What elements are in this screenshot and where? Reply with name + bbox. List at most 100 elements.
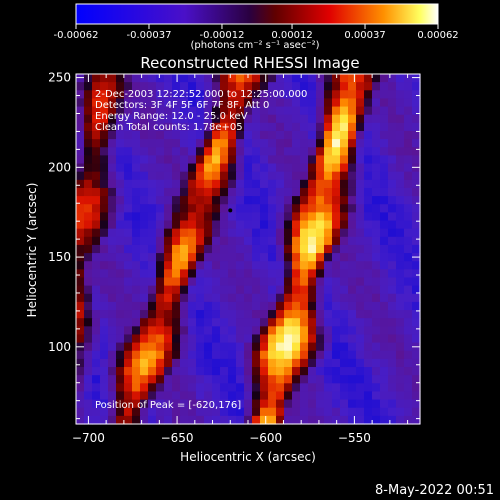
heatmap-cell: [268, 90, 277, 100]
heatmap-cell: [204, 285, 213, 295]
heatmap-cell: [132, 212, 141, 222]
heatmap-cell: [84, 367, 93, 376]
heatmap-cell: [172, 415, 181, 425]
heatmap-cell: [204, 326, 213, 336]
heatmap-cell: [284, 155, 293, 165]
heatmap-cell: [108, 318, 117, 327]
heatmap-cell: [284, 334, 293, 344]
heatmap-cell: [364, 106, 373, 116]
heatmap-cell: [196, 383, 205, 393]
heatmap-cell: [76, 244, 85, 254]
heatmap-cell: [316, 383, 325, 393]
heatmap-cell: [92, 350, 101, 360]
heatmap-cell: [316, 220, 325, 230]
heatmap-cell: [204, 98, 213, 108]
heatmap-cell: [388, 399, 397, 409]
heatmap-cell: [204, 130, 213, 140]
heatmap-cell: [212, 106, 221, 116]
heatmap-cell: [156, 187, 165, 197]
heatmap-cell: [116, 130, 125, 140]
heatmap-cell: [204, 310, 213, 319]
heatmap-cell: [212, 228, 221, 238]
heatmap-cell: [76, 82, 85, 91]
heatmap-cell: [300, 277, 309, 287]
heatmap-cell: [108, 399, 117, 409]
heatmap-cell: [348, 82, 357, 91]
heatmap-cell: [316, 326, 325, 336]
heatmap-cell: [348, 415, 357, 425]
heatmap-cell: [268, 196, 277, 205]
heatmap-cell: [300, 301, 309, 311]
heatmap-cell: [308, 407, 317, 417]
heatmap-cell: [124, 106, 133, 116]
heatmap-cell: [156, 326, 165, 336]
heatmap-cell: [236, 342, 245, 352]
heatmap-cell: [156, 212, 165, 222]
heatmap-cell: [388, 285, 397, 295]
heatmap-cell: [92, 301, 101, 311]
heatmap-cell: [92, 74, 101, 83]
heatmap-cell: [140, 293, 149, 303]
heatmap-cell: [76, 106, 85, 116]
heatmap-cell: [332, 407, 341, 417]
heatmap-cell: [308, 399, 317, 409]
heatmap-cell: [108, 293, 117, 303]
heatmap-cell: [324, 261, 333, 270]
heatmap-cell: [116, 407, 125, 417]
heatmap-cell: [156, 244, 165, 254]
heatmap-cell: [180, 98, 189, 108]
heatmap-cell: [404, 114, 413, 124]
heatmap-cell: [84, 293, 93, 303]
heatmap-cell: [372, 383, 381, 393]
heatmap-cell: [276, 244, 285, 254]
heatmap-cell: [84, 310, 93, 319]
heatmap-cell: [396, 310, 405, 319]
heatmap-cell: [212, 130, 221, 140]
heatmap-cell: [268, 204, 277, 213]
heatmap-cell: [260, 204, 269, 213]
heatmap-cell: [84, 334, 93, 344]
heatmap-cell: [116, 179, 125, 189]
heatmap-cell: [332, 358, 341, 368]
heatmap-cell: [348, 261, 357, 270]
heatmap-cell: [276, 342, 285, 352]
heatmap-cell: [124, 253, 133, 262]
heatmap-cell: [292, 187, 301, 197]
heatmap-cell: [180, 212, 189, 222]
heatmap-cell: [308, 187, 317, 197]
heatmap-cell: [276, 163, 285, 173]
heatmap-cell: [268, 220, 277, 230]
heatmap-cell: [108, 98, 117, 108]
heatmap-cell: [276, 179, 285, 189]
heatmap-cell: [316, 163, 325, 173]
heatmap-cell: [108, 74, 117, 83]
heatmap-cell: [308, 236, 317, 246]
heatmap-cell: [92, 399, 101, 409]
heatmap-cell: [340, 391, 349, 401]
heatmap-cell: [308, 334, 317, 344]
heatmap-cell: [404, 407, 413, 417]
heatmap-cell: [84, 196, 93, 205]
heatmap-cell: [228, 310, 237, 319]
heatmap-cell: [332, 253, 341, 262]
heatmap-cell: [204, 204, 213, 213]
heatmap-cell: [316, 244, 325, 254]
heatmap-cell: [396, 187, 405, 197]
heatmap-cell: [228, 358, 237, 368]
heatmap-cell: [324, 350, 333, 360]
heatmap-cell: [292, 301, 301, 311]
heatmap-cell: [172, 236, 181, 246]
heatmap-cell: [396, 130, 405, 140]
heatmap-cell: [204, 375, 213, 384]
heatmap-cell: [308, 244, 317, 254]
heatmap-cell: [324, 74, 333, 83]
heatmap-cell: [204, 391, 213, 401]
heatmap-cell: [124, 139, 133, 148]
heatmap-cell: [140, 358, 149, 368]
heatmap-cell: [388, 415, 397, 425]
colorbar-unit-label: (photons cm⁻² s⁻¹ asec⁻²): [190, 40, 319, 51]
heatmap-cell: [372, 415, 381, 425]
heatmap-cell: [276, 220, 285, 230]
heatmap-cell: [292, 310, 301, 319]
heatmap-cell: [292, 261, 301, 270]
